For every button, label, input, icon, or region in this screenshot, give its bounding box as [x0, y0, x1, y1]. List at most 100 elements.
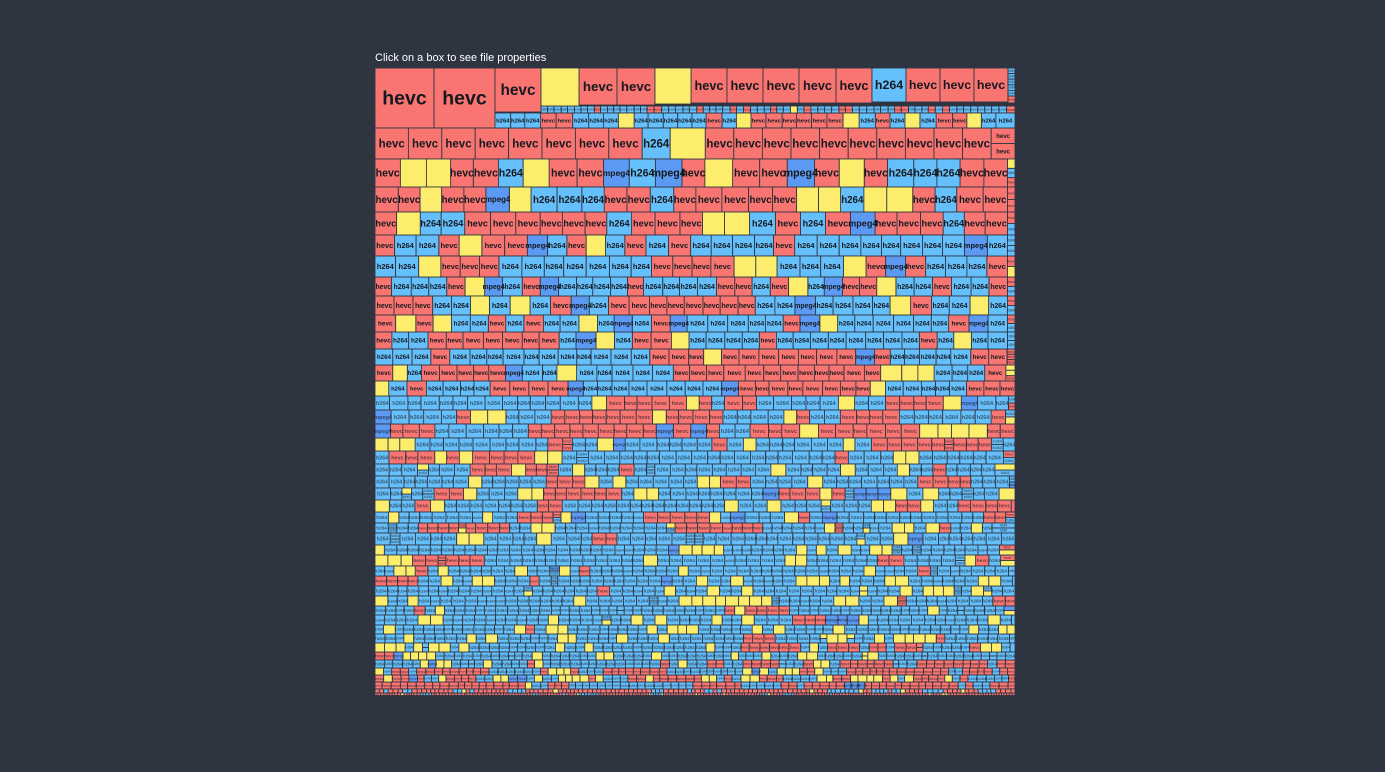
svg-text:hevc: hevc [608, 492, 620, 498]
svg-text:h264: h264 [1001, 618, 1012, 623]
svg-text:h264: h264 [887, 654, 895, 658]
svg-text:h264: h264 [431, 599, 440, 603]
svg-text:h264: h264 [973, 492, 985, 498]
svg-text:hevc: hevc [447, 558, 458, 564]
svg-text:h264: h264 [511, 119, 525, 125]
svg-text:h264: h264 [496, 119, 510, 125]
svg-text:h264: h264 [408, 401, 422, 407]
svg-text:mpeg4: mpeg4 [613, 321, 634, 328]
svg-text:h264: h264 [525, 262, 543, 271]
svg-text:h264: h264 [860, 119, 874, 125]
svg-text:h264: h264 [795, 569, 806, 574]
svg-text:mpeg4: mpeg4 [525, 241, 550, 250]
svg-text:hevc: hevc [472, 558, 483, 564]
svg-text:hevc: hevc [789, 684, 798, 688]
svg-text:h264: h264 [487, 548, 498, 553]
svg-text:hevc: hevc [1008, 299, 1015, 303]
svg-text:h264: h264 [891, 608, 901, 613]
svg-text:hevc: hevc [426, 670, 435, 674]
svg-text:h264: h264 [754, 504, 766, 510]
svg-text:h264: h264 [385, 662, 393, 666]
svg-text:h264: h264 [716, 609, 724, 613]
svg-text:hevc: hevc [900, 401, 913, 407]
svg-text:h264: h264 [770, 442, 782, 448]
svg-text:h264: h264 [774, 558, 785, 564]
svg-text:hevc: hevc [526, 321, 541, 328]
svg-text:h264: h264 [668, 618, 679, 623]
svg-text:h264: h264 [831, 670, 838, 674]
svg-text:h264: h264 [810, 609, 818, 613]
svg-text:h264: h264 [580, 548, 591, 553]
svg-text:h264: h264 [711, 627, 721, 632]
svg-text:hevc: hevc [740, 387, 754, 393]
svg-text:h264: h264 [728, 670, 735, 674]
svg-text:h264: h264 [850, 455, 862, 461]
svg-text:h264: h264 [875, 78, 903, 92]
svg-text:h264: h264 [912, 589, 923, 594]
svg-text:h264: h264 [771, 653, 781, 658]
svg-text:hevc: hevc [593, 415, 606, 421]
svg-text:hevc: hevc [417, 321, 432, 328]
svg-text:h264: h264 [644, 618, 655, 623]
svg-text:h264: h264 [968, 262, 986, 271]
svg-text:h264: h264 [1008, 91, 1015, 95]
svg-text:h264: h264 [551, 661, 561, 666]
svg-text:h264: h264 [612, 569, 623, 574]
svg-text:h264: h264 [560, 468, 572, 474]
svg-text:h264: h264 [419, 599, 430, 604]
svg-text:hevc: hevc [991, 354, 1006, 361]
svg-text:h264: h264 [881, 608, 891, 613]
svg-text:hevc: hevc [474, 370, 489, 377]
svg-text:h264: h264 [411, 492, 423, 498]
svg-text:hevc: hevc [424, 370, 439, 377]
svg-text:h264: h264 [890, 627, 900, 632]
svg-text:h264: h264 [665, 504, 677, 510]
svg-text:h264: h264 [613, 677, 620, 681]
svg-text:h264: h264 [589, 662, 597, 666]
svg-text:h264: h264 [893, 551, 900, 555]
svg-text:hevc: hevc [723, 480, 735, 486]
svg-text:h264: h264 [466, 599, 477, 604]
svg-text:h264: h264 [634, 653, 644, 658]
svg-text:h264: h264 [826, 589, 837, 594]
svg-text:h264: h264 [692, 636, 702, 641]
svg-text:hevc: hevc [568, 241, 585, 250]
svg-text:h264: h264 [456, 468, 468, 474]
svg-text:h264: h264 [1009, 477, 1016, 481]
svg-text:hevc: hevc [579, 569, 590, 574]
svg-text:mpeg4: mpeg4 [569, 303, 591, 310]
svg-text:h264: h264 [643, 645, 653, 650]
svg-text:h264: h264 [526, 119, 540, 125]
svg-text:hevc: hevc [551, 168, 575, 180]
svg-text:h264: h264 [444, 537, 456, 543]
svg-text:hevc: hevc [699, 526, 710, 531]
svg-text:hevc: hevc [392, 670, 401, 674]
svg-text:hevc: hevc [781, 684, 788, 688]
svg-text:h264: h264 [481, 480, 493, 486]
svg-text:hevc: hevc [721, 303, 737, 310]
svg-text:hevc: hevc [870, 429, 883, 435]
svg-text:h264: h264 [999, 636, 1009, 641]
svg-text:hevc: hevc [736, 284, 752, 291]
svg-text:hevc: hevc [628, 677, 637, 681]
svg-text:h264: h264 [634, 119, 648, 125]
svg-text:h264: h264 [793, 537, 805, 543]
svg-text:hevc: hevc [915, 670, 924, 674]
svg-text:h264: h264 [915, 321, 930, 328]
svg-text:h264: h264 [397, 241, 415, 250]
svg-text:mpeg4: mpeg4 [751, 670, 762, 674]
svg-text:h264: h264 [582, 684, 589, 688]
svg-text:hevc: hevc [870, 415, 883, 421]
svg-text:h264: h264 [849, 338, 864, 345]
svg-text:h264: h264 [956, 636, 966, 641]
svg-text:hevc: hevc [948, 480, 960, 486]
svg-text:h264: h264 [690, 338, 705, 345]
svg-text:h264: h264 [742, 548, 751, 552]
svg-text:mpeg4: mpeg4 [603, 168, 631, 178]
svg-text:h264: h264 [463, 627, 473, 632]
svg-text:hevc: hevc [713, 442, 725, 448]
svg-text:hevc: hevc [519, 515, 530, 521]
svg-text:hevc: hevc [396, 303, 412, 310]
svg-text:h264: h264 [394, 284, 410, 291]
svg-text:hevc: hevc [913, 303, 929, 310]
